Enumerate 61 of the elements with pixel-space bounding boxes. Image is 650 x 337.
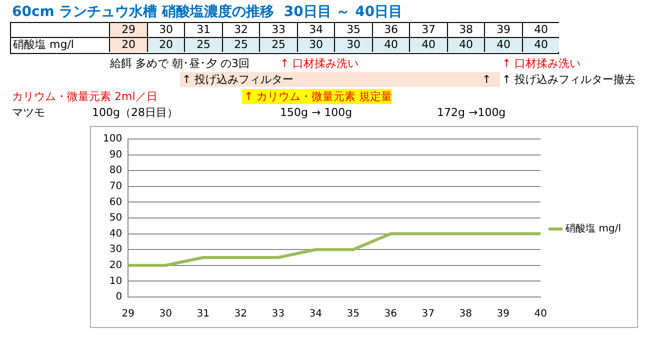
category-label: 33 <box>272 23 286 36</box>
data-label: 25 <box>184 38 222 52</box>
y-tick-label: 60 <box>109 196 122 208</box>
text: 給餌 多めで 朝･昼･夕 の3回 <box>109 56 250 71</box>
text: 100g（28日目） <box>91 105 178 120</box>
category-label: 38 <box>459 23 474 36</box>
y-tick-label: 80 <box>109 165 122 176</box>
text: 硝酸塩 mg/l <box>13 38 74 51</box>
x-tick-label: 35 <box>346 308 360 320</box>
data-label: 40 <box>446 38 484 52</box>
y-tick-label: 40 <box>109 228 122 240</box>
category-label: 39 <box>496 23 511 36</box>
x-tick-label: 29 <box>122 308 134 320</box>
chart-title: 60cm ランチュウ水槽 硝酸塩濃度の推移 30日目 ～ 40日目 <box>12 3 403 21</box>
category-label: 35 <box>346 23 361 36</box>
data-label: 20 <box>146 38 184 52</box>
x-tick-label: 39 <box>496 308 510 320</box>
legend-label: 硝酸塩 mg/l <box>564 222 622 235</box>
text: ↑ 口材揉み洗い <box>501 56 581 71</box>
data-label: 40 <box>409 38 447 52</box>
data-label: 30 <box>296 38 334 52</box>
y-tick-label: 20 <box>109 260 122 271</box>
x-tick-label: 31 <box>196 308 210 320</box>
category-label: 37 <box>422 23 436 36</box>
data-label: 40 <box>484 38 522 52</box>
y-tick-label: 30 <box>109 244 122 256</box>
y-tick-label: 90 <box>109 149 122 160</box>
data-label: 25 <box>259 38 297 52</box>
data-label: 40 <box>372 38 410 52</box>
x-tick-label: 38 <box>459 308 472 320</box>
data-label: 40 <box>522 38 560 52</box>
x-tick-label: 37 <box>422 308 434 320</box>
x-tick-label: 30 <box>159 308 172 320</box>
category-label: 31 <box>196 23 211 36</box>
category-label: 34 <box>309 23 324 36</box>
text: カリウム・微量元素 2ml／日 <box>11 89 158 104</box>
category-label: 40 <box>534 23 548 36</box>
y-tick-label: 50 <box>109 212 122 224</box>
y-tick-label: 0 <box>116 292 122 303</box>
y-tick-label: 10 <box>109 276 122 287</box>
text: ↑ <box>480 72 500 87</box>
x-tick-label: 32 <box>234 308 247 320</box>
x-tick-label: 40 <box>534 308 547 320</box>
text: 150g → 100g <box>279 105 352 120</box>
category-label: 32 <box>234 23 248 36</box>
text: ↑ 口材揉み洗い <box>279 56 359 71</box>
text: ↑ 投げ込みフィルター <box>180 72 480 87</box>
data-label: 25 <box>222 38 260 52</box>
category-label: 36 <box>384 23 398 36</box>
y-tick-label: 100 <box>102 134 122 145</box>
x-tick-label: 36 <box>384 308 397 320</box>
category-label: 30 <box>159 23 174 36</box>
category-label: 29 <box>122 23 136 36</box>
text: マツモ <box>11 105 45 120</box>
x-tick-label: 33 <box>272 308 284 320</box>
text: 172g →100g <box>436 105 506 120</box>
x-tick-label: 34 <box>309 308 322 320</box>
data-label: 30 <box>334 38 372 52</box>
text: ↑ カリウム・微量元素 規定量 <box>242 89 392 104</box>
y-tick-label: 70 <box>109 180 122 192</box>
text: ↑ 投げ込みフィルター撤去 <box>501 72 636 87</box>
